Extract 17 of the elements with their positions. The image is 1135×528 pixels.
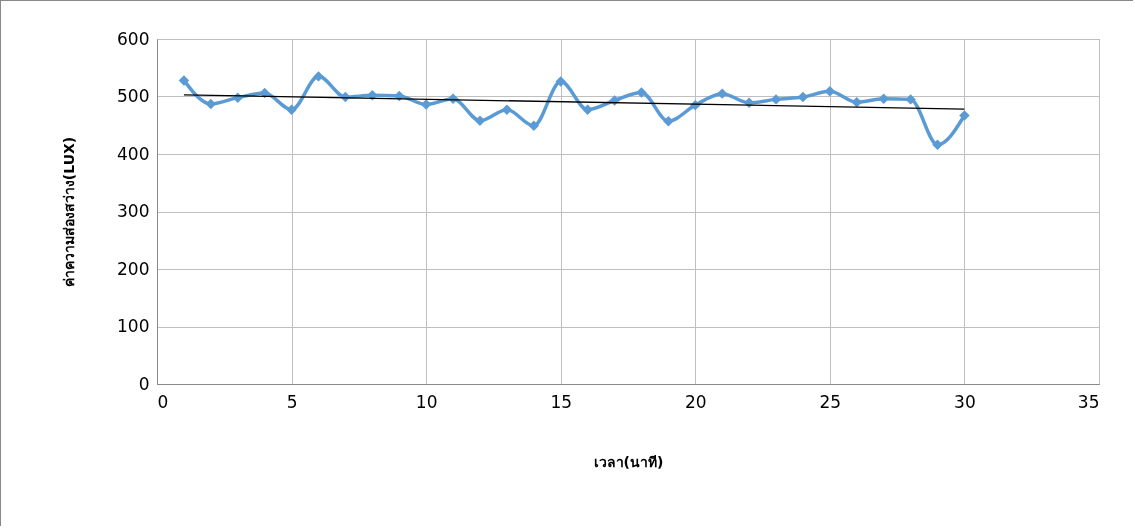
- x-tick-label: 15: [550, 391, 573, 412]
- y-axis-title: ค่าความส่องสว่าง(LUX): [61, 136, 78, 288]
- y-tick-label: 100: [117, 316, 150, 336]
- y-tick-label: 300: [117, 201, 150, 221]
- x-tick-label: 25: [819, 391, 842, 412]
- y-tick-label: 500: [117, 86, 150, 106]
- x-tick-label: 5: [286, 391, 298, 412]
- x-tick-label: 0: [157, 391, 169, 412]
- x-tick-label: 20: [684, 391, 707, 412]
- x-tick-label: 10: [415, 391, 438, 412]
- y-tick-label: 200: [117, 258, 150, 279]
- x-axis-title: เวลา(นาที): [593, 453, 664, 470]
- x-tick-label: 30: [954, 391, 976, 412]
- x-tick-label: 35: [1077, 391, 1100, 412]
- y-tick-label: 0: [138, 373, 150, 394]
- y-tick-label: 400: [117, 143, 150, 164]
- y-tick-label: 600: [117, 28, 150, 49]
